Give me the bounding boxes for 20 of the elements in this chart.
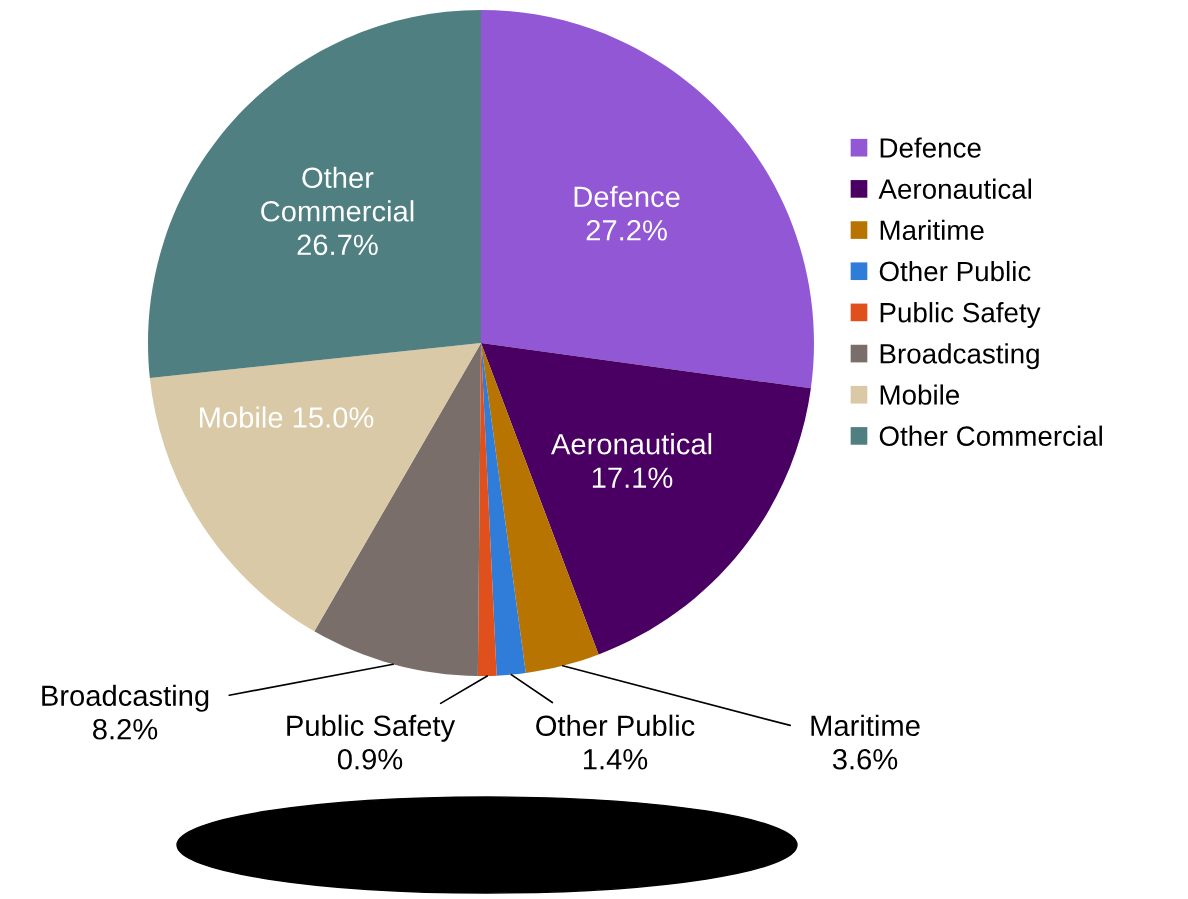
data-label: Defence 27.2% — [574, 185, 680, 241]
data-label: Mobile 15.0% — [200, 406, 374, 428]
legend-label: Public Safety — [880, 302, 1041, 328]
pie-slice — [148, 10, 481, 378]
pie-slice — [149, 343, 481, 632]
legend-label: Defence — [880, 137, 981, 158]
data-label: Aeronautical 17.1% — [551, 433, 712, 488]
legend-label: Maritime — [880, 219, 984, 241]
legend-label: Broadcasting — [880, 343, 1039, 370]
data-label: Maritime 3.6% — [811, 714, 920, 770]
legend-label: Mobile — [880, 384, 960, 405]
legend-label: Aeronautical — [878, 178, 1031, 199]
pie-slice — [481, 10, 814, 389]
data-label: Other Public 1.4% — [536, 714, 695, 770]
pie-slice — [481, 343, 811, 655]
legend-label: Other Public — [879, 260, 1031, 282]
data-label: Other Commercial 26.7% — [261, 166, 414, 256]
data-label: Public Safety 0.9% — [287, 714, 456, 770]
legend-label: Other Commercial — [879, 425, 1102, 446]
data-label: Broadcasting 8.2% — [42, 684, 209, 740]
